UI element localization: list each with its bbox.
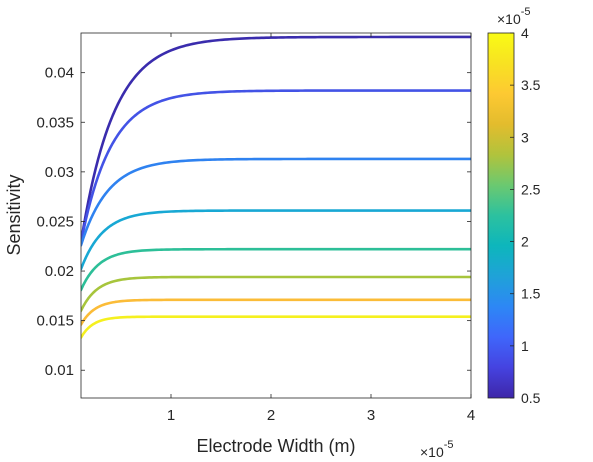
series-line-3 xyxy=(81,157,471,247)
x-axis-ticks: 1 2 3 4 xyxy=(167,33,475,424)
series-line-7 xyxy=(81,298,471,326)
plot-background xyxy=(81,33,471,398)
x-axis-multiplier: ×10-5 xyxy=(420,439,454,460)
y-axis-label: Sensitivity xyxy=(4,174,24,255)
colorbar-tick-label: 1.5 xyxy=(521,286,541,302)
series-line-6 xyxy=(81,275,471,313)
y-tick-label: 0.03 xyxy=(45,164,74,181)
colorbar xyxy=(487,32,515,399)
x-tick-label: 1 xyxy=(167,407,175,424)
x-tick-label: 3 xyxy=(367,407,375,424)
x-tick-label: 2 xyxy=(267,407,275,424)
y-tick-label: 0.04 xyxy=(45,65,74,82)
series-line-5 xyxy=(81,247,471,292)
colorbar-multiplier-base: ×10 xyxy=(497,11,521,27)
colorbar-tick-label: 3.5 xyxy=(521,77,541,93)
colorbar-ticks: 0.5 1 1.5 2 2.5 3 3.5 4 xyxy=(510,25,541,406)
x-multiplier-base: ×10 xyxy=(420,444,444,460)
colorbar-multiplier-exponent: -5 xyxy=(521,6,531,18)
series-line-8 xyxy=(81,315,471,339)
x-tick-label: 4 xyxy=(467,407,475,424)
y-tick-label: 0.035 xyxy=(36,114,74,131)
colorbar-tick-label: 4 xyxy=(521,25,529,41)
plot-frame xyxy=(80,32,472,399)
x-axis-label: Electrode Width (m) xyxy=(196,436,355,456)
series-layer xyxy=(81,35,471,339)
colorbar-tick-label: 1 xyxy=(521,338,529,354)
y-tick-label: 0.02 xyxy=(45,263,74,280)
y-tick-label: 0.015 xyxy=(36,313,74,330)
colorbar-tick-label: 0.5 xyxy=(521,390,541,406)
colorbar-tick-label: 2 xyxy=(521,234,529,250)
series-line-1 xyxy=(81,35,471,244)
colorbar-tick-label: 3 xyxy=(521,129,529,145)
y-axis-ticks: 0.01 0.015 0.02 0.025 0.03 0.035 0.04 xyxy=(36,65,471,379)
series-line-2 xyxy=(81,89,471,244)
y-tick-label: 0.025 xyxy=(36,213,74,230)
colorbar-multiplier: ×10-5 xyxy=(497,6,531,27)
colorbar-tick-label: 2.5 xyxy=(521,181,541,197)
y-tick-label: 0.01 xyxy=(45,362,74,379)
x-multiplier-exponent: -5 xyxy=(444,439,454,451)
series-line-4 xyxy=(81,209,471,271)
